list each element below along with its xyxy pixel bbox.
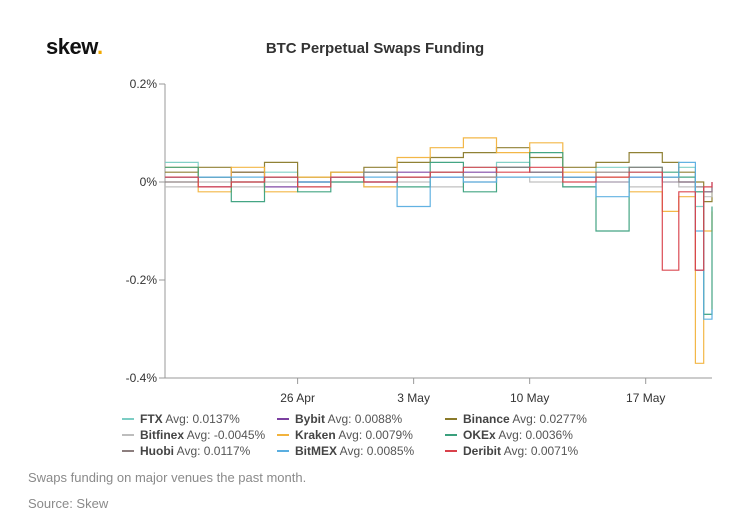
series-line-huobi xyxy=(165,166,713,193)
series-line-bybit xyxy=(165,166,713,271)
y-tick-label: -0.2% xyxy=(126,273,158,287)
series-line-binance xyxy=(165,147,713,203)
x-tick-label: 26 Apr xyxy=(280,391,315,405)
series-line-bitmex xyxy=(165,161,713,320)
legend-series-avg: Avg: -0.0045% xyxy=(184,428,266,442)
legend-label: Deribit Avg: 0.0071% xyxy=(463,444,579,458)
legend-item-binance[interactable]: Binance Avg: 0.0277% xyxy=(445,412,587,426)
legend-series-name: BitMEX xyxy=(295,444,337,458)
legend-series-name: FTX xyxy=(140,412,163,426)
y-tick-label: -0.4% xyxy=(126,371,158,385)
chart-title: BTC Perpetual Swaps Funding xyxy=(265,40,485,57)
legend-series-name: OKEx xyxy=(463,428,496,442)
legend-label: Bybit Avg: 0.0088% xyxy=(295,412,403,426)
legend-label: Binance Avg: 0.0277% xyxy=(463,412,587,426)
legend-series-name: Binance xyxy=(463,412,510,426)
legend-series-name: Bybit xyxy=(295,412,325,426)
legend-series-avg: Avg: 0.0117% xyxy=(174,444,251,458)
y-tick-label: 0.2% xyxy=(130,77,158,91)
legend-item-okex[interactable]: OKEx Avg: 0.0036% xyxy=(445,428,573,442)
legend-series-avg: Avg: 0.0071% xyxy=(501,444,579,458)
legend-label: Kraken Avg: 0.0079% xyxy=(295,428,413,442)
series-line-bitfinex xyxy=(165,176,713,198)
legend-series-name: Kraken xyxy=(295,428,336,442)
logo-text: skew xyxy=(46,34,98,59)
x-tick-label: 10 May xyxy=(510,391,549,405)
skew-logo: skew. xyxy=(46,34,103,60)
legend-label: Huobi Avg: 0.0117% xyxy=(140,444,251,458)
legend-series-name: Bitfinex xyxy=(140,428,184,442)
legend-series-name: Huobi xyxy=(140,444,174,458)
legend-series-avg: Avg: 0.0137% xyxy=(163,412,241,426)
legend-item-bitmex[interactable]: BitMEX Avg: 0.0085% xyxy=(277,444,415,458)
legend-series-avg: Avg: 0.0036% xyxy=(496,428,574,442)
legend-label: Bitfinex Avg: -0.0045% xyxy=(140,428,266,442)
legend-series-avg: Avg: 0.0277% xyxy=(510,412,588,426)
legend-series-avg: Avg: 0.0079% xyxy=(336,428,414,442)
series-line-deribit xyxy=(165,166,713,271)
chart-plot-area xyxy=(165,137,713,364)
legend-item-ftx[interactable]: FTX Avg: 0.0137% xyxy=(122,412,240,426)
chart-legend: FTX Avg: 0.0137% Bybit Avg: 0.0088% Binanc… xyxy=(122,412,587,458)
x-tick-label: 3 May xyxy=(397,391,430,405)
legend-label: BitMEX Avg: 0.0085% xyxy=(295,444,415,458)
series-line-ftx xyxy=(165,161,712,315)
y-tick-label: 0% xyxy=(140,175,158,189)
legend-series-avg: Avg: 0.0085% xyxy=(337,444,415,458)
legend-item-huobi[interactable]: Huobi Avg: 0.0117% xyxy=(122,444,251,458)
legend-item-bitfinex[interactable]: Bitfinex Avg: -0.0045% xyxy=(122,428,266,442)
chart-axes: 0.2% 0% -0.2% -0.4% 26 Apr 3 May 10 May 17 May xyxy=(126,77,712,405)
legend-series-avg: Avg: 0.0088% xyxy=(325,412,403,426)
legend-label: OKEx Avg: 0.0036% xyxy=(463,428,573,442)
legend-item-deribit[interactable]: Deribit Avg: 0.0071% xyxy=(445,444,579,458)
logo-dot: . xyxy=(97,34,103,59)
legend-item-bybit[interactable]: Bybit Avg: 0.0088% xyxy=(277,412,403,426)
legend-label: FTX Avg: 0.0137% xyxy=(140,412,240,426)
figure-caption: Swaps funding on major venues the past m… xyxy=(28,470,307,485)
x-tick-label: 17 May xyxy=(626,391,665,405)
source-note: Source: Skew xyxy=(28,496,109,511)
legend-item-kraken[interactable]: Kraken Avg: 0.0079% xyxy=(277,428,413,442)
legend-series-name: Deribit xyxy=(463,444,501,458)
